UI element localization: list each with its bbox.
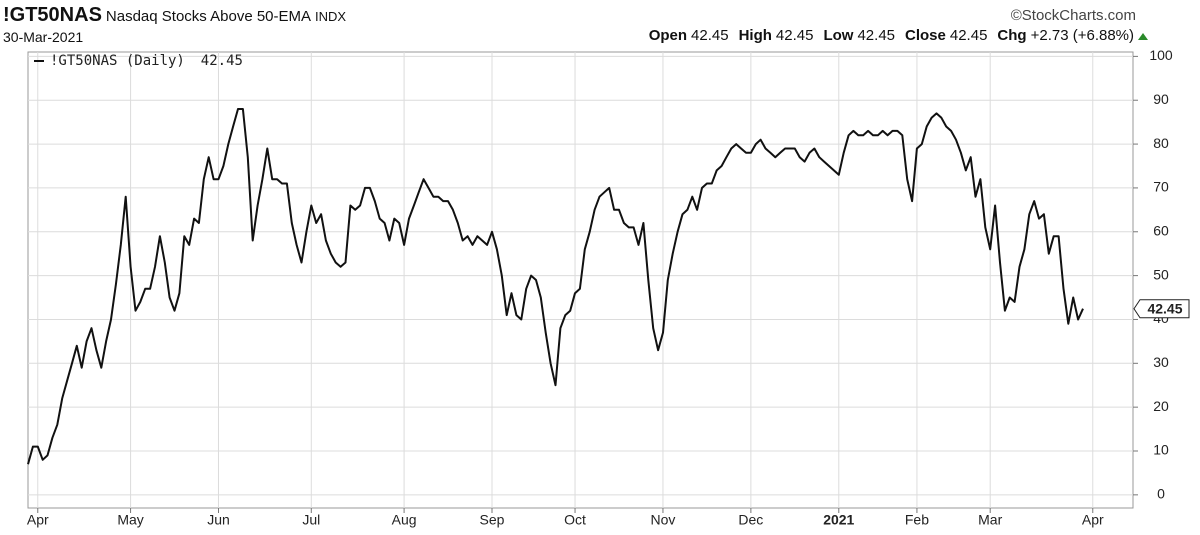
- quote-label: Open: [648, 27, 688, 44]
- x-tick-label: Apr: [1082, 512, 1104, 528]
- quote-value: 42.45: [949, 27, 988, 44]
- x-tick-label: Nov: [651, 512, 676, 528]
- date: 30-Mar-2021: [3, 29, 84, 45]
- y-tick-label: 100: [1149, 47, 1173, 63]
- x-tick-label: Dec: [738, 512, 763, 528]
- x-tick-label: May: [117, 512, 143, 528]
- symbol: !GT50NAS: [3, 4, 102, 26]
- x-tick-label: Feb: [905, 512, 929, 528]
- x-tick-label: 2021: [823, 512, 854, 528]
- y-tick-label: 20: [1153, 398, 1169, 414]
- change-arrow: [1138, 33, 1148, 40]
- exchange: INDX: [315, 9, 347, 24]
- legend-label: !GT50NAS (Daily): [50, 53, 185, 69]
- y-tick-label: 70: [1153, 179, 1169, 195]
- x-tick-label: Apr: [27, 512, 49, 528]
- x-tick-label: Mar: [978, 512, 1002, 528]
- plot-frame: [27, 51, 1134, 509]
- y-tick-label: 60: [1153, 222, 1169, 238]
- x-tick-label: Sep: [480, 512, 505, 528]
- legend-value: 42.45: [201, 53, 243, 69]
- y-tick-label: 90: [1153, 91, 1169, 107]
- legend: !GT50NAS (Daily) 42.45: [34, 53, 243, 69]
- source: ©StockCharts.com: [1010, 7, 1136, 24]
- x-tick-label: Jun: [207, 512, 230, 528]
- quote-value: 42.45: [857, 27, 896, 44]
- last-value-badge: [1133, 299, 1190, 319]
- quote-row: Open 42.45 High 42.45 Low 42.45 Close 42.45 Chg +…: [643, 27, 1148, 44]
- x-tick-label: Aug: [392, 512, 417, 528]
- x-tick-label: Oct: [564, 512, 586, 528]
- quote-label: Chg: [997, 27, 1027, 44]
- x-tick-label: Jul: [302, 512, 320, 528]
- y-tick-label: 50: [1153, 266, 1169, 282]
- header: !GT50NAS Nasdaq Stocks Above 50-EMA INDX: [3, 4, 346, 27]
- y-tick-label: 10: [1153, 442, 1169, 458]
- y-tick-label: 0: [1157, 486, 1165, 502]
- quote-value: 42.45: [691, 27, 729, 44]
- quote-label: High: [738, 27, 772, 44]
- quote-value: 42.45: [775, 27, 814, 44]
- quote-label: Low: [823, 27, 854, 44]
- index-name: Nasdaq Stocks Above 50-EMA: [105, 8, 312, 25]
- data-line: [27, 108, 1084, 465]
- y-tick-label: 80: [1153, 135, 1169, 151]
- y-tick-label: 30: [1153, 354, 1169, 370]
- quote-value: +2.73 (+6.88%): [1030, 27, 1134, 44]
- quote-label: Close: [905, 27, 946, 44]
- last-value-label: 42.45: [1147, 300, 1182, 316]
